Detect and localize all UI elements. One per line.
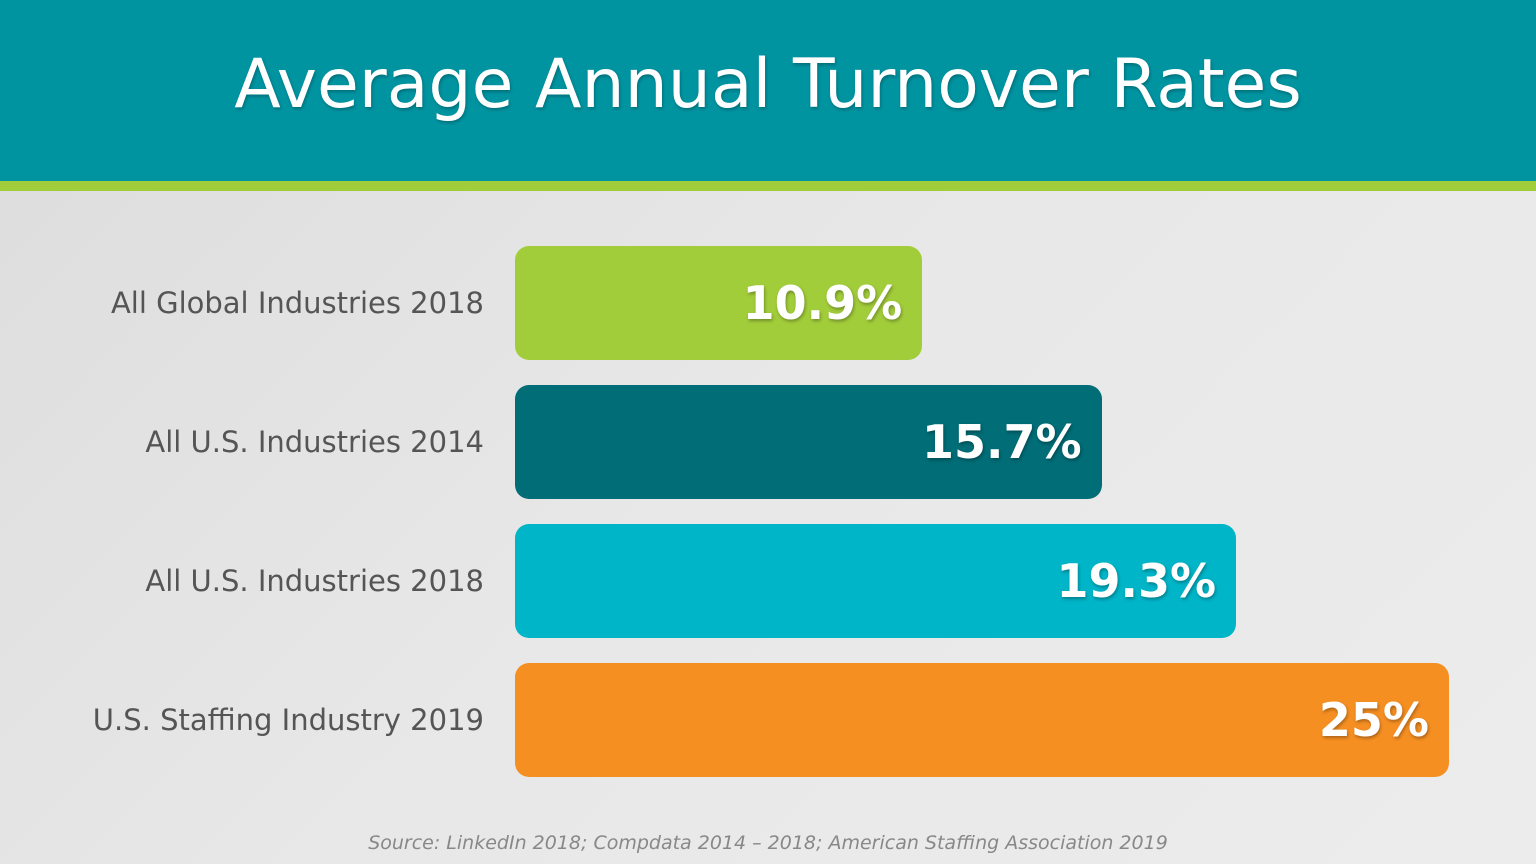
category-label: All U.S. Industries 2018: [145, 564, 484, 598]
bar: [515, 524, 1237, 638]
data-label: 10.9%: [742, 276, 903, 330]
data-label: 19.3%: [1056, 554, 1217, 608]
bar: [515, 385, 1102, 499]
header-banner: [0, 0, 1536, 181]
data-label: 25%: [1318, 693, 1429, 747]
chart-title: Average Annual Turnover Rates: [234, 45, 1302, 124]
data-label: 15.7%: [921, 415, 1082, 469]
category-label: All Global Industries 2018: [110, 286, 484, 320]
bar: [515, 663, 1449, 777]
category-label: All U.S. Industries 2014: [145, 425, 484, 459]
category-label: U.S. Staffing Industry 2019: [92, 703, 484, 737]
accent-stripe: [0, 181, 1536, 191]
bar: [515, 246, 923, 360]
source-note: Source: LinkedIn 2018; Compdata 2014 – 2…: [368, 832, 1168, 854]
